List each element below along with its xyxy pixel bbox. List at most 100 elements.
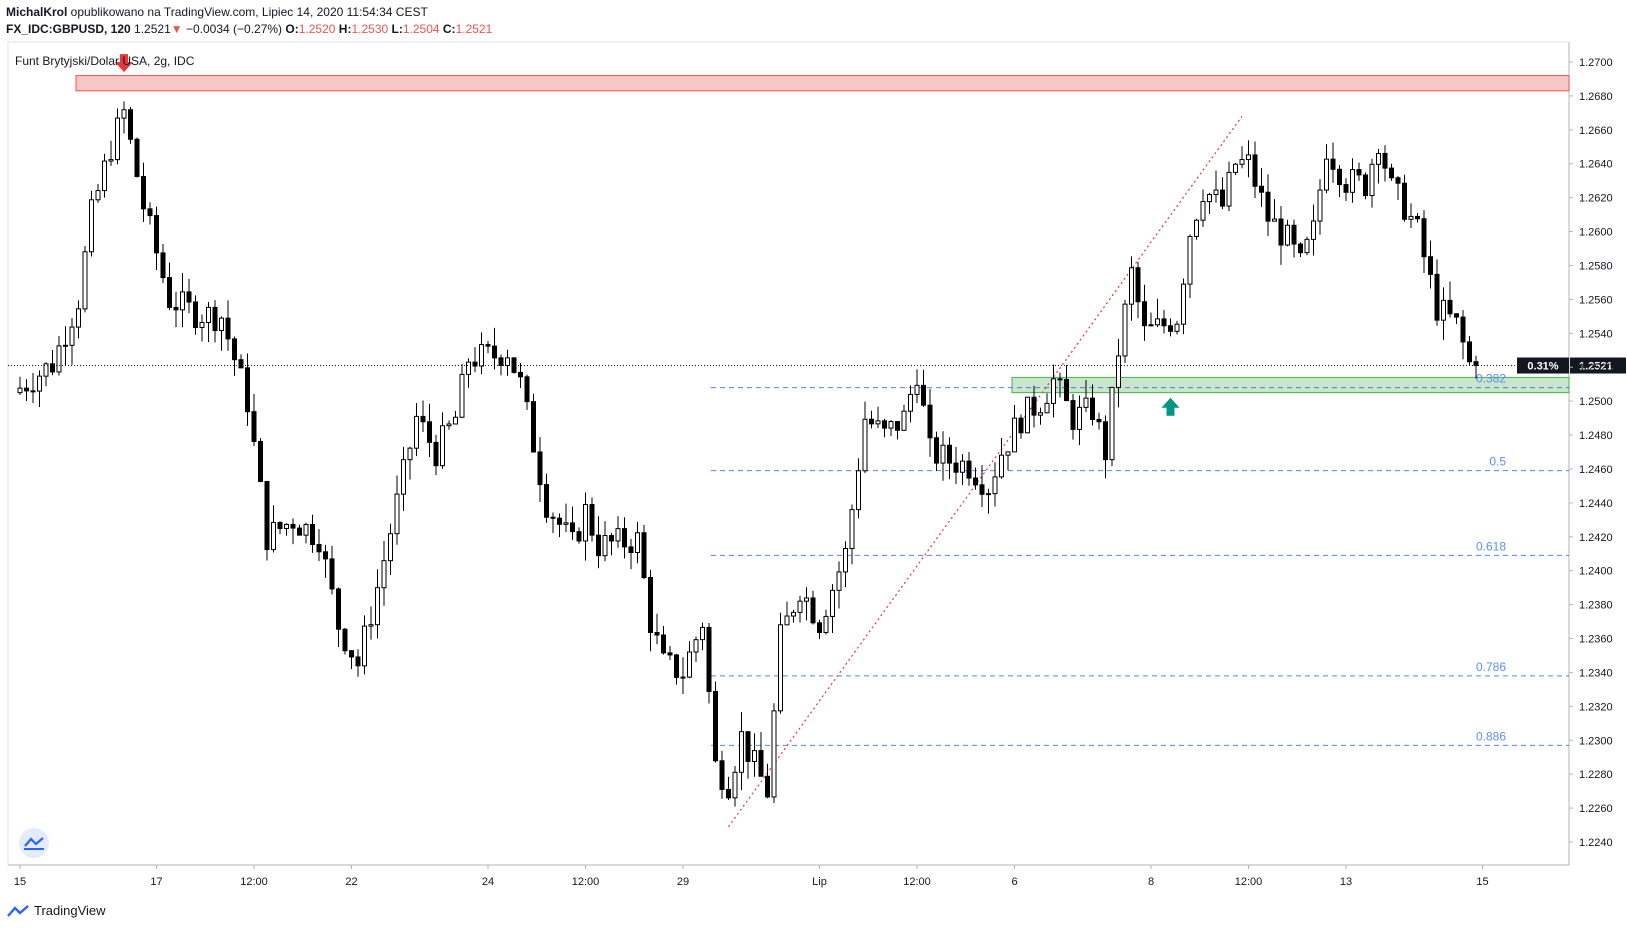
time-tick-label: 6 (1011, 876, 1017, 888)
up-arrow-icon (1161, 397, 1180, 416)
candle (973, 467, 978, 490)
candle-body-down (628, 546, 634, 554)
chart-frame (7, 41, 1570, 866)
candle-body-up (836, 571, 842, 591)
candle (596, 516, 601, 569)
candle (271, 505, 276, 553)
candle-body-down (817, 622, 822, 633)
candle-body-down (576, 531, 582, 542)
candle-body-up (1194, 219, 1199, 237)
candle-body-up (388, 533, 393, 562)
chart-logo-icon[interactable] (19, 828, 49, 858)
price-tick-label: 1.2240 (1579, 837, 1613, 849)
candle-body-down (1343, 184, 1349, 193)
candle-body-up (459, 373, 465, 418)
price-tick-label: 1.2540 (1579, 328, 1613, 340)
candle (297, 524, 302, 536)
candle-body-down (745, 731, 751, 762)
candle (1142, 284, 1147, 341)
candle (466, 358, 471, 388)
candle-body-up (1051, 378, 1056, 404)
candle-body-down (297, 527, 302, 536)
tradingview-brand[interactable]: TradingView (6, 903, 106, 918)
candle-body-up (1207, 194, 1212, 203)
candle (199, 314, 205, 342)
candle (1005, 451, 1011, 471)
time-tick-label: 12:00 (572, 876, 600, 888)
candle (674, 653, 679, 685)
candle (1077, 395, 1082, 446)
candle-body-up (1038, 412, 1043, 416)
candle (1109, 386, 1115, 467)
candle-body-up (1246, 154, 1251, 161)
candle (661, 626, 666, 655)
author-name[interactable]: MichalKrol (6, 5, 68, 19)
candle (1174, 320, 1180, 335)
candle-body-down (1291, 224, 1297, 245)
candle (1090, 384, 1095, 426)
candle-body-down (869, 418, 874, 425)
candle (375, 569, 380, 639)
candle (1064, 365, 1069, 402)
time-tick-label: 24 (482, 876, 494, 888)
candle (479, 332, 484, 375)
time-axis[interactable]: 15 17 12:00 22 24 12:00 29 Lip 12:00 6 8 12:00 13 15 (14, 865, 1489, 888)
candle-body-down (154, 215, 159, 254)
candle (219, 316, 224, 351)
candle (485, 340, 491, 354)
down-arrow-icon (115, 54, 133, 73)
low-label: L: (391, 22, 403, 36)
candle-body-up (1285, 224, 1290, 246)
candle (648, 569, 653, 652)
candle (1460, 310, 1466, 360)
candle (680, 657, 686, 695)
candle-body-down (1252, 154, 1258, 187)
candle (323, 544, 328, 578)
candle (817, 619, 822, 640)
candle (1207, 192, 1212, 214)
candle (1252, 141, 1258, 198)
candle-body-down (245, 367, 250, 413)
candle (310, 514, 315, 553)
candle (927, 388, 933, 457)
change-pct-badge (1517, 357, 1569, 374)
candle-body-down (316, 543, 322, 553)
candle-body-down (1057, 378, 1063, 381)
tradingview-logo-icon (7, 904, 29, 917)
candle (206, 301, 211, 342)
candle-body-down (589, 504, 595, 536)
overlay-layer: 0.31% 1.2521 (8, 54, 1626, 416)
candle-body-down (349, 650, 354, 658)
publish-info: MichalKrol opublikowano na TradingView.c… (6, 5, 428, 19)
candle (1369, 158, 1375, 208)
candle (823, 609, 829, 635)
candle (56, 335, 62, 376)
price-axis[interactable]: 1.2700 1.2680 1.2660 1.2640 1.2620 1.2600 1.25… (1569, 57, 1613, 849)
candle (947, 437, 952, 480)
candle (147, 202, 153, 225)
candle-body-up (771, 710, 777, 798)
candle (251, 393, 257, 447)
candle (563, 503, 569, 533)
candle (1330, 142, 1336, 183)
candle-body-down (167, 277, 172, 308)
close-value: 1.2521 (455, 22, 493, 36)
candle (1291, 219, 1297, 258)
candle (836, 561, 842, 609)
candle-body-up (1148, 324, 1154, 327)
candle-body-down (1135, 267, 1141, 303)
candle (732, 766, 738, 807)
candle (1226, 161, 1232, 212)
candle (953, 446, 959, 484)
candle-body-down (427, 421, 432, 443)
price-tick-label: 1.2340 (1579, 667, 1613, 679)
last-price: 1.2521 (134, 22, 171, 36)
candle (862, 401, 868, 473)
candle (225, 300, 231, 351)
time-tick-label: 29 (677, 876, 689, 888)
candle-body-up (102, 160, 107, 192)
candle (433, 434, 439, 476)
candle-body-down (1070, 400, 1076, 430)
price-tick-label: 1.2300 (1579, 735, 1613, 747)
